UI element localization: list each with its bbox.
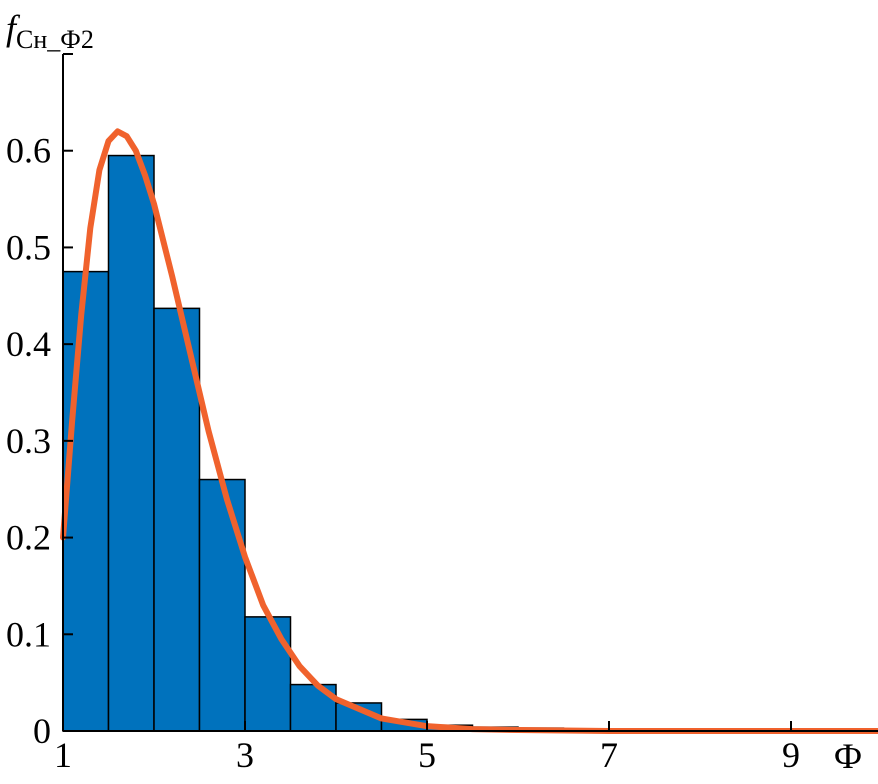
x-tick-label: 3	[236, 735, 254, 775]
bar	[244, 616, 292, 732]
y-tick-label: 0	[33, 711, 51, 751]
y-tick-label: 0.4	[6, 324, 51, 364]
bar	[198, 478, 246, 732]
y-tick-label: 0.5	[6, 227, 51, 267]
x-axis-label: Ф	[834, 736, 862, 776]
y-tick-label: 0.1	[6, 614, 51, 654]
x-tick-label: 5	[418, 735, 436, 775]
y-label-subscript: Cн_Ф2	[16, 25, 94, 54]
density-curve	[60, 128, 878, 734]
x-tick-label: 7	[600, 735, 618, 775]
x-tick-label: 9	[782, 735, 800, 775]
y-tick-label: 0.2	[6, 518, 51, 558]
y-tick-label: 0.3	[6, 421, 51, 461]
bar	[62, 270, 110, 732]
bar	[107, 154, 155, 732]
x-tick-label: 1	[54, 735, 72, 775]
y-tick-label: 0.6	[6, 131, 51, 171]
y-axis-label: fCн_Ф2	[6, 8, 94, 54]
